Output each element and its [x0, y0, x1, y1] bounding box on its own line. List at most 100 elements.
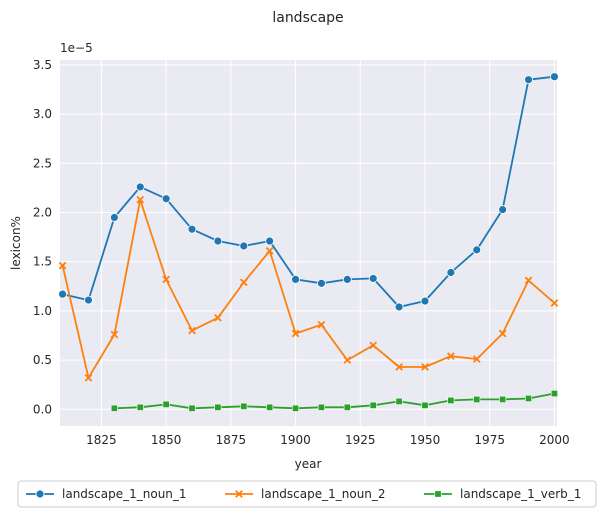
series-line [61, 198, 555, 379]
data-point [446, 268, 456, 277]
legend-label: landscape_1_noun_1 [62, 487, 187, 501]
data-point [240, 402, 248, 410]
series-landscape_1_verb_1 [110, 390, 558, 412]
y-tick-label: 2.0 [33, 206, 52, 220]
x-tick-label: 1875 [216, 433, 247, 447]
x-tick-label: 1850 [151, 433, 182, 447]
data-point [84, 373, 93, 382]
data-point [524, 75, 533, 85]
legend-entry: landscape_1_verb_1 [424, 487, 581, 501]
data-point [187, 224, 197, 234]
y-offset-label: 1e−5 [60, 41, 93, 55]
legend-frame [17, 480, 597, 508]
data-point [395, 363, 403, 371]
legend-entry: landscape_1_noun_2 [225, 487, 386, 501]
data-point [162, 275, 170, 284]
data-point [214, 403, 222, 411]
data-point [213, 236, 223, 246]
y-axis-label: lexicon% [9, 216, 23, 270]
data-point [395, 397, 403, 405]
data-point [161, 194, 171, 204]
data-point [421, 401, 429, 409]
grid [60, 60, 557, 426]
y-tick-label: 1.5 [33, 255, 52, 269]
data-point [266, 403, 274, 411]
legend-label: landscape_1_noun_2 [261, 487, 386, 501]
data-point [265, 247, 274, 255]
data-point [291, 275, 300, 284]
data-point [342, 275, 352, 284]
y-tick-labels: 0.0 0.5 1.0 1.5 2.0 2.5 3.0 3.5 [33, 58, 52, 416]
series-landscape_1_noun_2 [58, 195, 559, 382]
data-point [498, 205, 508, 214]
data-point [292, 404, 300, 412]
x-tick-label: 1950 [410, 433, 441, 447]
y-tick-label: 3.5 [33, 58, 52, 72]
data-point [110, 404, 118, 412]
x-tick-label: 1900 [280, 433, 311, 447]
data-point [472, 355, 481, 363]
data-point [394, 302, 404, 312]
legend-label: landscape_1_verb_1 [460, 487, 581, 501]
plot-background [60, 60, 557, 426]
x-axis-label: year [295, 457, 322, 471]
y-tick-label: 0.5 [33, 353, 52, 367]
x-tick-labels: 1825 1850 1875 1900 1925 1950 1975 2000 [86, 433, 570, 447]
series-line [114, 392, 555, 410]
data-point [368, 274, 378, 283]
y-tick-label: 1.0 [33, 304, 52, 318]
series-line [62, 75, 555, 308]
series-landscape_1_noun_1 [58, 72, 559, 312]
legend-marker [434, 490, 442, 498]
data-point [135, 182, 145, 192]
x-tick-label: 1925 [345, 433, 376, 447]
data-point [550, 72, 559, 82]
data-point [550, 299, 559, 307]
data-point [317, 278, 326, 288]
data-point [291, 329, 300, 338]
data-point [317, 320, 326, 329]
legend-marker [235, 490, 243, 498]
legend-marker [35, 489, 45, 499]
data-point [447, 396, 455, 404]
x-tick-label: 1825 [86, 433, 117, 447]
data-point [188, 404, 196, 412]
data-point [214, 313, 222, 322]
data-point [447, 352, 455, 360]
x-tick-label: 1975 [474, 433, 505, 447]
data-point [498, 329, 507, 338]
data-point [525, 394, 533, 402]
y-tick-label: 2.5 [33, 156, 52, 170]
data-point [136, 403, 144, 411]
data-point [524, 276, 533, 285]
y-tick-label: 3.0 [33, 107, 52, 121]
chart-title: landscape [272, 10, 343, 26]
data-point [343, 356, 352, 364]
data-point [369, 401, 377, 409]
data-point [239, 278, 248, 287]
data-point [421, 363, 429, 371]
data-point [239, 241, 249, 251]
data-point [473, 395, 481, 403]
data-point [499, 395, 507, 403]
data-point [110, 330, 119, 339]
data-point [343, 403, 351, 411]
data-point [162, 400, 170, 408]
data-point [188, 326, 196, 335]
data-point [136, 195, 145, 204]
data-point [58, 289, 67, 299]
data-point [369, 341, 378, 350]
data-point [265, 236, 275, 246]
data-point [550, 390, 558, 398]
data-point [472, 245, 482, 255]
data-point [109, 213, 119, 222]
x-tick-label: 2000 [539, 433, 570, 447]
data-point [420, 296, 430, 306]
legend: landscape_1_noun_1 landscape_1_noun_2 land… [17, 480, 597, 508]
data-point [317, 403, 325, 411]
y-tick-label: 0.0 [33, 402, 52, 416]
series-layer [58, 72, 559, 412]
data-point [84, 295, 93, 305]
data-point [58, 261, 67, 270]
